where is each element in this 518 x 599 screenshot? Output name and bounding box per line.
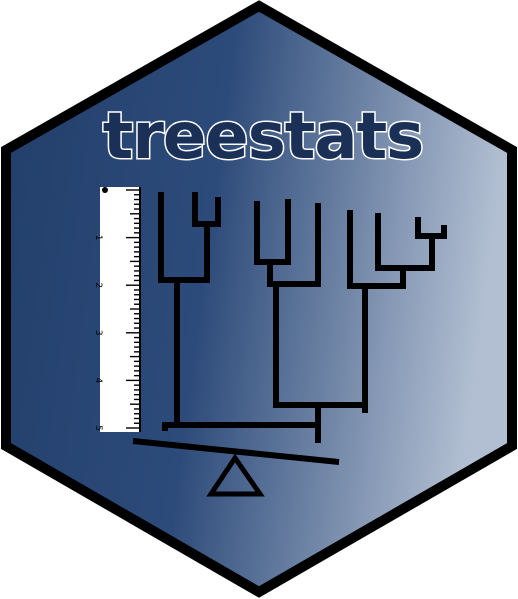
ruler-icon: 1 2 3 4 5 [93,187,141,432]
balance-scale-icon [132,438,340,497]
ruler-label: 4 [93,378,103,384]
ruler-label: 3 [93,330,103,336]
phylogenetic-tree-icon [158,192,447,443]
logo-title: treestats [103,100,424,174]
ruler-label: 1 [93,235,103,241]
ruler-label: 2 [93,282,103,288]
ruler-label: 5 [93,425,103,431]
